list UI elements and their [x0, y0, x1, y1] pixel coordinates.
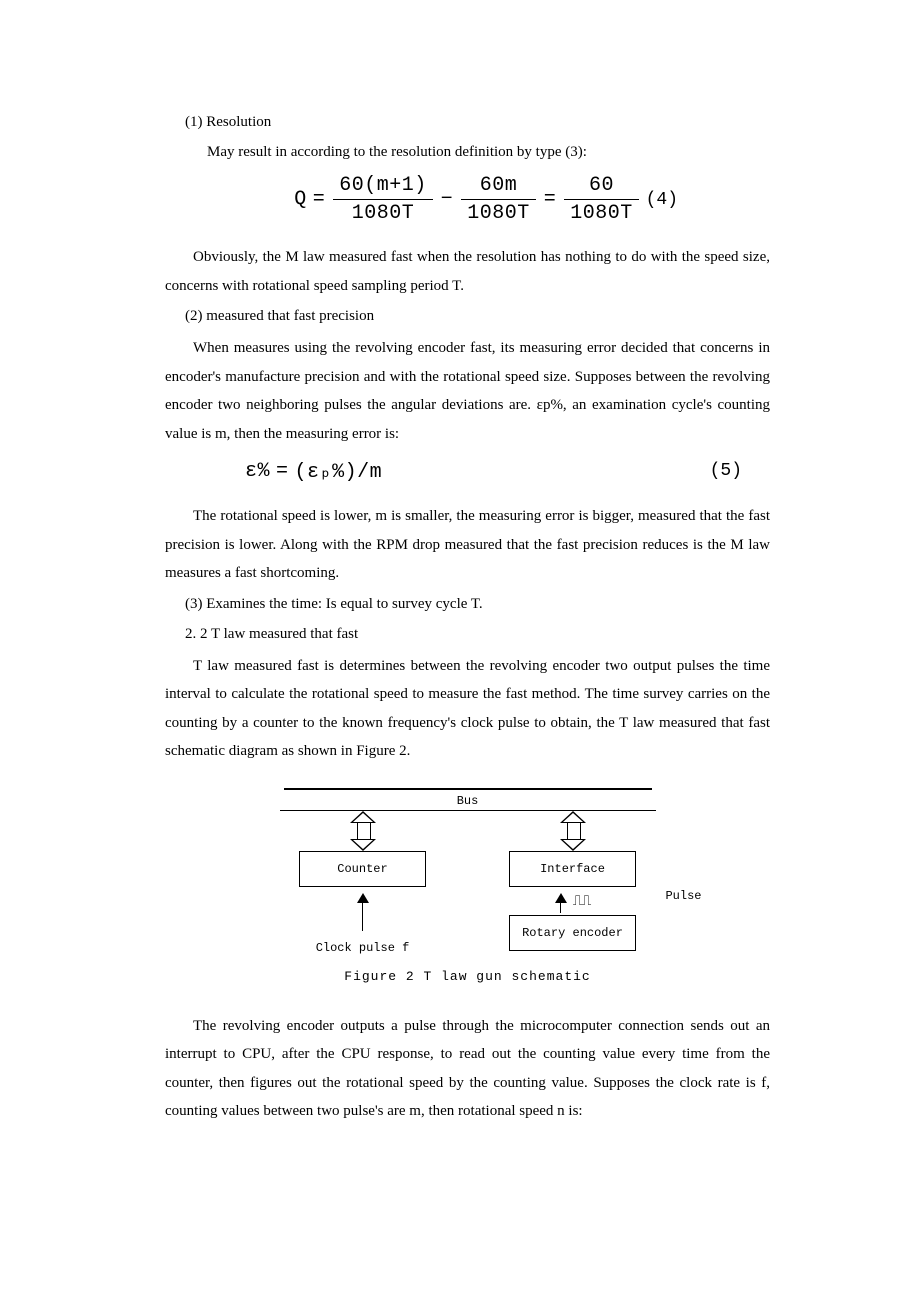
equation-4: Q = 60(m+1) 1080T − 60m 1080T = 60 1080T…: [165, 174, 770, 225]
double-arrow-right: [560, 811, 586, 851]
eq4-frac3: 60 1080T: [564, 174, 639, 225]
para-2: When measures using the revolving encode…: [165, 334, 770, 448]
eq4-num1: 60(m+1): [333, 174, 433, 200]
clock-label: Clock pulse f: [316, 941, 410, 955]
para-4: T law measured fast is determines betwee…: [165, 652, 770, 766]
section-2-2: 2. 2 T law measured that fast: [185, 622, 770, 646]
item-2: (2) measured that fast precision: [185, 304, 770, 328]
arrow-stem-right: [560, 903, 562, 913]
pulse-row: ⎍⎍ Pulse: [488, 889, 658, 913]
item-1-sub: May result in according to the resolutio…: [207, 140, 770, 164]
double-arrow-left: [350, 811, 376, 851]
eq5-label: (5): [710, 461, 742, 481]
bus-label: Bus: [278, 794, 658, 808]
eq4-minus: −: [441, 188, 454, 211]
para-3: The rotational speed is lower, m is smal…: [165, 502, 770, 588]
encoder-box: Rotary encoder: [509, 915, 636, 951]
counter-box: Counter: [299, 851, 426, 887]
interface-box: Interface: [509, 851, 636, 887]
item-3: (3) Examines the time: Is equal to surve…: [185, 592, 770, 616]
eq4-equals-1: =: [313, 188, 326, 211]
para-5: The revolving encoder outputs a pulse th…: [165, 1012, 770, 1126]
eq4-frac2: 60m 1080T: [461, 174, 536, 225]
pulse-label: Pulse: [665, 889, 701, 903]
eq4-den3: 1080T: [564, 200, 639, 225]
eq4-equals-2: =: [544, 188, 557, 211]
eq4-den1: 1080T: [333, 200, 433, 225]
arrow-up-right: [555, 893, 567, 903]
arrow-stem-left: [362, 903, 364, 931]
eq4-num2: 60m: [461, 174, 536, 200]
para-1: Obviously, the M law measured fast when …: [165, 243, 770, 300]
eq5-rhs: (εₚ%)/m: [295, 458, 383, 484]
arrow-up-left: [357, 893, 369, 903]
pulse-wave-icon: ⎍⎍: [573, 893, 591, 909]
eq4-frac1: 60(m+1) 1080T: [333, 174, 433, 225]
eq5-lhs: ε%: [245, 460, 270, 483]
left-column: Counter Clock pulse f: [278, 811, 448, 955]
eq5-equals: =: [276, 460, 289, 483]
eq4-num3: 60: [564, 174, 639, 200]
figure-2-caption: Figure 2 T law gun schematic: [165, 969, 770, 984]
right-column: Interface ⎍⎍ Pulse Rotary encoder: [488, 811, 658, 955]
page: (1) Resolution May result in according t…: [0, 0, 920, 1210]
eq4-label: (4): [646, 190, 678, 210]
equation-5: ε% = (εₚ%)/m (5): [165, 458, 770, 484]
eq4-Q: Q: [294, 188, 307, 211]
item-1: (1) Resolution: [185, 110, 770, 134]
bus-line-top: [284, 788, 652, 790]
eq4-den2: 1080T: [461, 200, 536, 225]
figure-2-diagram: Bus Counter Clock pulse f Interface: [278, 788, 658, 955]
